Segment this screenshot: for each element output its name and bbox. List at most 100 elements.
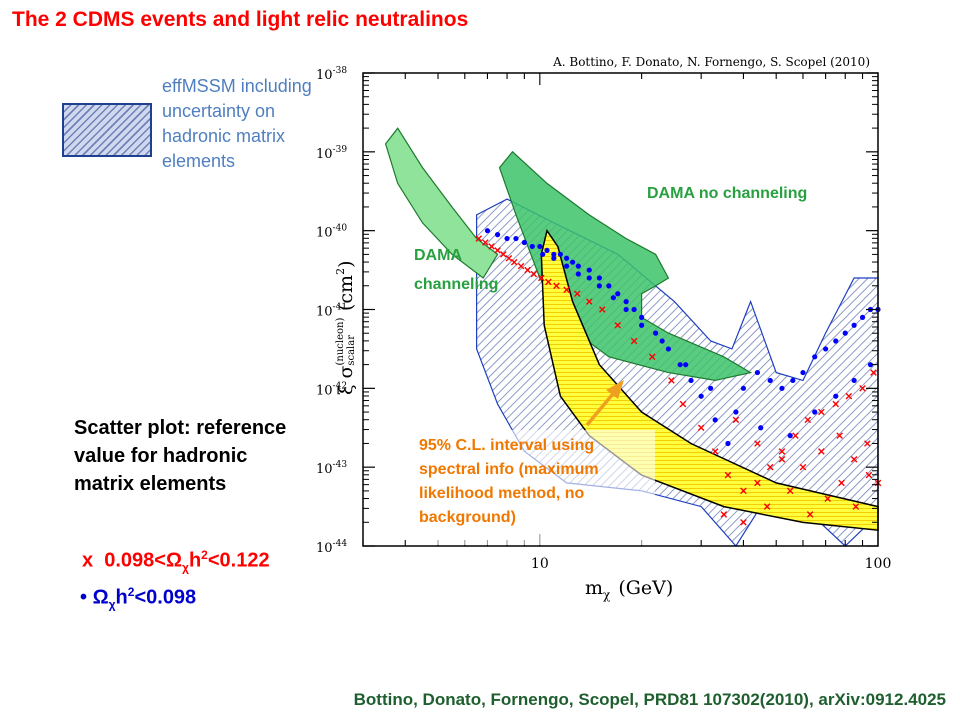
annotation-dama-channeling: DAMA channeling <box>414 247 498 293</box>
cl-line-2: spectral info (maximum <box>419 461 599 478</box>
data-point-x <box>859 385 866 392</box>
data-point-x-stroke <box>585 298 593 305</box>
data-point-x-stroke <box>792 432 799 439</box>
y-tick-label-base: 10 <box>316 462 333 477</box>
data-point-x <box>870 369 877 376</box>
data-point-x-stroke <box>766 463 774 471</box>
data-point-dot <box>842 330 848 336</box>
data-point-dot <box>859 314 866 320</box>
annotation-arrow <box>585 380 624 427</box>
data-point-dot <box>779 385 785 391</box>
dot-range-sub: χ <box>108 597 116 612</box>
cl-line-4: background) <box>419 509 516 526</box>
x-range-sup: 2 <box>201 548 208 562</box>
dot-marker-glyph: • <box>80 586 88 609</box>
data-point-x-stroke <box>732 416 740 424</box>
data-point-x <box>488 243 495 250</box>
scatter-heading: Scatter plot: reference value for hadron… <box>74 417 287 495</box>
data-point-x-stroke <box>786 487 794 495</box>
x-axis-label: mχ (GeV) <box>585 577 673 602</box>
data-point-dot <box>665 346 672 352</box>
data-point-x <box>537 274 545 282</box>
dot-range-mid: h <box>115 586 128 609</box>
data-point-x-stroke <box>563 286 570 294</box>
x-range-sub: χ <box>182 560 189 575</box>
data-point-x <box>845 392 853 400</box>
data-point-dot <box>740 385 747 391</box>
data-point-x-stroke <box>864 440 871 447</box>
data-point-dot <box>623 306 629 313</box>
data-point-dot <box>564 255 570 261</box>
data-point-x-stroke <box>614 321 622 329</box>
y-tick-label: 10-41 <box>316 303 347 320</box>
data-point-x-stroke <box>778 448 786 455</box>
data-point-x-stroke <box>845 392 853 400</box>
y-tick-label: 10-42 <box>316 381 347 398</box>
data-point-dot <box>683 362 689 368</box>
data-point-x-stroke <box>711 448 719 455</box>
svg-text:mχ(GeV): mχ (GeV) <box>585 577 673 602</box>
data-point-dot <box>659 338 665 344</box>
x-label-unit: (GeV) <box>618 577 673 599</box>
y-tick-label-base: 10 <box>316 305 333 320</box>
data-point-x-stroke <box>697 424 705 432</box>
svg-text:95% C.L. interval using: 95% C.L. interval using spectral info (m… <box>419 437 603 526</box>
data-point-dot <box>586 267 592 273</box>
data-point-x <box>573 290 581 298</box>
data-point-x-stroke <box>537 274 545 282</box>
data-point-x-stroke <box>510 258 518 266</box>
data-point-dot <box>551 251 557 257</box>
data-point-dot <box>712 417 718 423</box>
y-tick-label: 10-38 <box>316 66 347 83</box>
data-point-x-stroke <box>818 408 825 416</box>
dama-channeling-line-2: channeling <box>414 276 498 293</box>
data-point-x-stroke <box>832 400 840 408</box>
data-point-x <box>818 448 825 455</box>
data-point-dot <box>867 362 874 368</box>
data-point-x <box>500 251 507 258</box>
dot-range-sup: 2 <box>127 585 135 599</box>
data-point-dot <box>677 362 683 368</box>
data-point-x <box>697 424 705 432</box>
y-tick-label: 10-39 <box>316 145 347 162</box>
data-point-x-stroke <box>668 377 675 384</box>
data-point-dot <box>833 338 839 344</box>
y-tick-label-exp: -44 <box>333 539 348 549</box>
x-range-prefix: 0.098<Ω <box>104 549 183 572</box>
data-point-dot <box>537 243 543 250</box>
data-point-x <box>818 408 825 416</box>
cl-line-3: likelihood method, no <box>419 485 585 502</box>
y-axis-label: ξ σ(nucleon)scalar (cm2) <box>334 261 357 396</box>
data-point-dot <box>521 239 527 246</box>
data-point-dot <box>639 314 645 320</box>
slide-title: The 2 CDMS events and light relic neutra… <box>12 8 469 31</box>
x-range-mid: h <box>188 549 202 572</box>
data-point-dot <box>504 235 510 242</box>
data-point-x <box>754 440 761 447</box>
data-point-x-stroke <box>850 455 858 463</box>
data-point-dot <box>688 377 694 384</box>
legend-item-x-marker: x 0.098<Ωχh2<0.122 <box>82 548 270 575</box>
y-tick-label-exp: -42 <box>333 381 348 391</box>
data-point-x-stroke <box>836 432 843 439</box>
y-tick-label-exp: -43 <box>333 460 348 470</box>
data-point-dot <box>615 291 621 297</box>
y-label-unit-end: ) <box>335 261 357 268</box>
data-point-x-stroke <box>740 519 747 526</box>
data-point-x-stroke <box>754 440 761 447</box>
data-point-x-stroke <box>870 369 877 376</box>
data-point-dot <box>569 259 576 265</box>
data-point-x-stroke <box>500 251 507 258</box>
x-label-sub: χ <box>603 588 611 602</box>
y-label-unit: (cm <box>335 275 357 311</box>
y-tick-label-exp: -39 <box>333 145 348 155</box>
svg-text:ξ σ(nucleon)scalar(cm2): ξ σ(nucleon)scalar (cm2) <box>334 261 357 396</box>
data-point-dot <box>596 275 602 281</box>
y-tick-label-base: 10 <box>316 541 333 556</box>
data-point-x-stroke <box>488 243 495 250</box>
author-note: A. Bottino, F. Donato, N. Fornengo, S. S… <box>552 55 870 69</box>
y-tick-label: 10-43 <box>316 460 347 477</box>
x-label-symbol: m <box>585 577 603 599</box>
